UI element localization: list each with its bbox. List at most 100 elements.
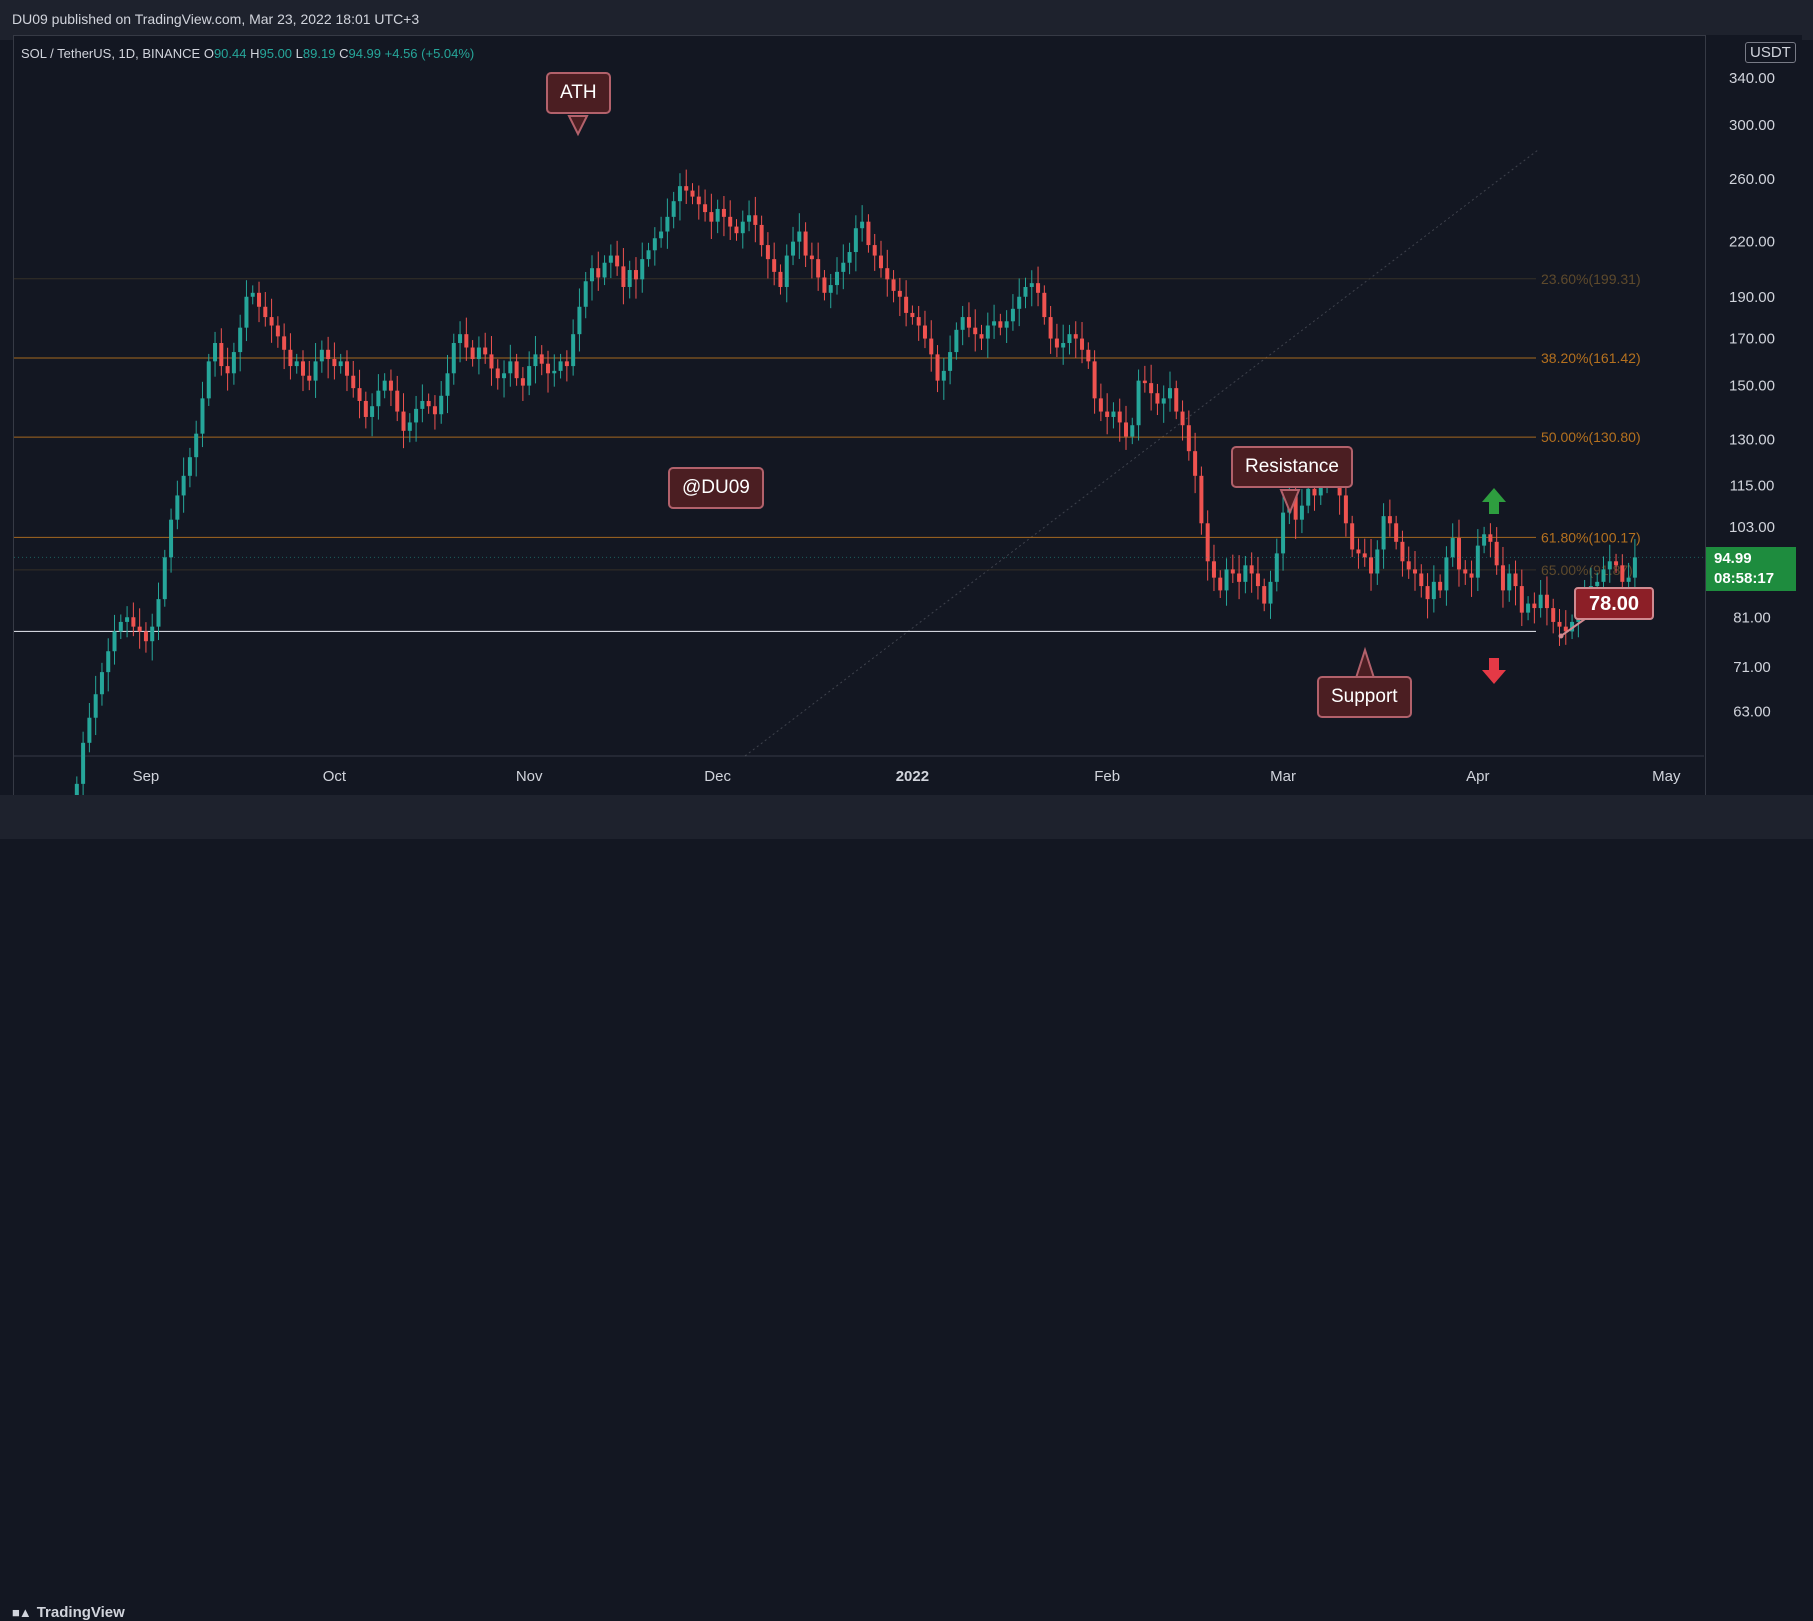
candle-body [552, 370, 557, 374]
candle-body [922, 325, 927, 339]
candle-body [998, 321, 1003, 328]
candle-body [1563, 626, 1568, 632]
candle-body [1004, 321, 1009, 328]
candle-body [992, 321, 997, 326]
candle-body [1394, 523, 1399, 542]
y-tick-label: 103.00 [1729, 519, 1775, 536]
candle-body [319, 349, 324, 362]
candle-body [747, 215, 752, 222]
candle-body [602, 262, 607, 278]
candle-body [621, 266, 626, 287]
candle-body [1475, 545, 1480, 578]
publisher-bar: DU09 published on TradingView.com, Mar 2… [0, 0, 1813, 40]
resistance-pointer [1279, 489, 1301, 515]
candle-body [376, 390, 381, 407]
candle-body [426, 400, 431, 407]
tradingview-brand[interactable]: ■▲ TradingView [12, 1604, 125, 1621]
candle-body [1042, 292, 1047, 318]
candle-body [1544, 594, 1549, 609]
candle-body [533, 354, 538, 367]
candle-body [665, 216, 670, 232]
candle-body [1343, 495, 1348, 524]
candle-body [483, 347, 488, 355]
candle-body [797, 231, 802, 242]
candle-body [332, 359, 337, 367]
candle-body [300, 361, 305, 376]
candle-body [137, 626, 142, 632]
watermark-callout: @DU09 [668, 467, 764, 509]
candle-body [558, 361, 563, 371]
candle-body [828, 285, 833, 293]
candle-body [1155, 393, 1160, 404]
candle-body [1381, 516, 1386, 550]
published-info: DU09 published on TradingView.com, Mar 2… [12, 11, 420, 27]
candle-body [1500, 565, 1505, 591]
candle-body [1211, 561, 1216, 578]
arrow-down-icon [1482, 658, 1506, 684]
candle-body [1224, 569, 1229, 591]
candle-body [772, 259, 777, 272]
x-tick-label: Apr [1466, 768, 1489, 785]
candle-body [684, 186, 689, 191]
candle-body [420, 400, 425, 409]
candle-body [1626, 577, 1631, 582]
candle-body [589, 268, 594, 282]
candle-body [275, 325, 280, 337]
low-label: L [295, 46, 303, 61]
candle-body [1048, 317, 1053, 339]
candle-body [175, 495, 180, 520]
candle-body [395, 390, 400, 412]
candle-body [1387, 516, 1392, 524]
candle-body [432, 406, 437, 415]
candle-body [112, 631, 117, 652]
candle-body [985, 325, 990, 339]
candle-body [979, 334, 984, 339]
last-price-value: 94.99 [1714, 550, 1752, 567]
currency-badge[interactable]: USDT [1745, 42, 1796, 63]
candle-body [1551, 608, 1556, 622]
candle-body [1017, 296, 1022, 309]
candle-body [388, 380, 393, 391]
close-value: 94.99 [348, 46, 382, 61]
candle-body [966, 317, 971, 328]
candle-body [596, 268, 601, 278]
candle-body [1632, 557, 1637, 578]
candle-body [564, 361, 569, 367]
candle-body [244, 296, 249, 328]
candle-body [514, 361, 519, 379]
candle-body [784, 255, 789, 287]
x-tick-label: Nov [516, 768, 543, 785]
chart-pane[interactable] [13, 35, 1706, 797]
candle-body [326, 349, 331, 360]
low-value: 89.19 [302, 46, 336, 61]
ath-callout: ATH [546, 72, 611, 114]
candle-body [187, 457, 192, 476]
candle-body [633, 270, 638, 280]
candle-body [1010, 308, 1015, 322]
candle-body [382, 380, 387, 391]
candle-body [219, 343, 224, 367]
footer-bar: ■▲ TradingView [0, 795, 1813, 1621]
candle-body [1061, 343, 1066, 348]
ath-pointer [567, 115, 589, 137]
candle-body [690, 190, 695, 197]
candle-body [929, 338, 934, 355]
candle-body [1463, 569, 1468, 574]
candle-body [1268, 581, 1273, 604]
fib-level-label: 23.60%(199.31) [1541, 271, 1641, 287]
candle-body [213, 343, 218, 362]
candle-body [1073, 334, 1078, 339]
candle-body [872, 245, 877, 256]
candle-body [759, 224, 764, 246]
candle-body [791, 241, 796, 256]
fib-level-label: 38.20%(161.42) [1541, 350, 1641, 366]
last-price-badge: 94.99 08:58:17 [1706, 547, 1796, 591]
candle-body [973, 327, 978, 335]
candle-body [401, 411, 406, 431]
price-scale[interactable] [1705, 35, 1802, 795]
x-tick-label: May [1652, 768, 1681, 785]
candle-body [941, 370, 946, 381]
candle-body [1086, 349, 1091, 362]
candle-body [502, 373, 507, 379]
candle-body [1098, 398, 1103, 412]
